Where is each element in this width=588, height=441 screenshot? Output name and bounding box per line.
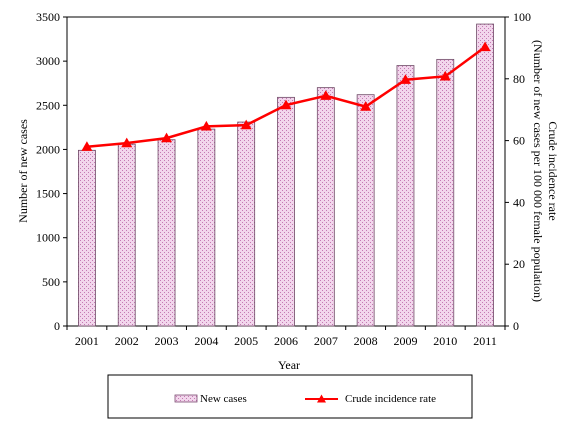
y2-tick-label: 80 (513, 72, 525, 86)
y-tick-label: 0 (54, 319, 60, 333)
crude-incidence-rate-point (439, 70, 451, 81)
y-axis-ticks: 0 500 1000 1500 2000 2500 3000 3500 (36, 10, 67, 333)
y-tick-label: 2500 (36, 98, 60, 112)
crude-incidence-rate-point (240, 119, 252, 130)
x-tick-label: 2005 (234, 334, 258, 348)
bar-new-cases (396, 65, 415, 327)
legend: New cases Crude incidence rate (107, 374, 473, 419)
y2-axis-title-line2: (Number of new cases per 100 000 female … (531, 40, 545, 302)
legend-label-crude-incidence-rate: Crude incidence rate (345, 393, 436, 405)
x-tick-label: 2003 (155, 334, 179, 348)
y-axis-title: Number of new cases (16, 119, 30, 223)
crude-incidence-rate-point (399, 74, 411, 84)
crude-incidence-rate-point (479, 41, 491, 52)
bar-new-cases (78, 149, 96, 327)
bar-new-cases (277, 96, 295, 327)
x-tick-label: 2006 (274, 334, 298, 348)
bar-new-cases (316, 87, 335, 327)
y2-tick-label: 0 (513, 319, 519, 333)
x-tick-label: 2001 (75, 334, 99, 348)
y-tick-label: 3000 (36, 54, 60, 68)
y-tick-label: 1000 (36, 231, 60, 245)
legend-frame (107, 374, 473, 419)
bar-series (78, 23, 494, 327)
y2-tick-label: 20 (513, 257, 525, 271)
crude-incidence-rate-point (161, 132, 173, 143)
y2-tick-label: 40 (513, 195, 525, 209)
y-tick-label: 500 (42, 275, 60, 289)
line-series (81, 41, 491, 151)
x-axis-title: Year (278, 358, 300, 372)
crude-incidence-rate-point (121, 137, 133, 148)
y-tick-label: 1500 (36, 187, 60, 201)
x-tick-label: 2004 (194, 334, 218, 348)
y2-tick-label: 100 (513, 10, 531, 24)
bar-new-cases (237, 121, 256, 327)
x-tick-label: 2010 (433, 334, 457, 348)
crude-incidence-rate-point (280, 99, 292, 110)
y-tick-label: 3500 (36, 10, 60, 24)
x-tick-label: 2009 (393, 334, 417, 348)
legend-swatch-marker (317, 394, 326, 403)
bar-new-cases (476, 23, 494, 327)
bar-new-cases (117, 143, 136, 327)
bar-new-cases (356, 94, 375, 327)
x-tick-label: 2008 (354, 334, 378, 348)
y2-axis-title-line1: Crude incidence rate (546, 121, 560, 220)
x-tick-label: 2002 (115, 334, 139, 348)
crude-incidence-rate-point (360, 101, 372, 111)
x-tick-label: 2007 (314, 334, 338, 348)
y2-axis-ticks: 0 20 40 60 80 100 (505, 10, 531, 333)
legend-label-new-cases: New cases (200, 393, 247, 405)
crude-incidence-rate-point (81, 141, 93, 151)
bar-new-cases (436, 58, 455, 327)
x-axis-ticks: 2001 2002 2003 2004 2005 2006 2007 2008 2009 2010… (66, 326, 506, 348)
legend-swatch-new-cases (174, 394, 198, 403)
bar-new-cases (197, 128, 216, 327)
x-tick-label: 2011 (473, 334, 497, 348)
bar-new-cases (157, 139, 176, 327)
crude-incidence-rate-point (320, 90, 332, 100)
y-tick-label: 2000 (36, 142, 60, 156)
y2-tick-label: 60 (513, 134, 525, 148)
crude-incidence-rate-point (200, 120, 212, 131)
